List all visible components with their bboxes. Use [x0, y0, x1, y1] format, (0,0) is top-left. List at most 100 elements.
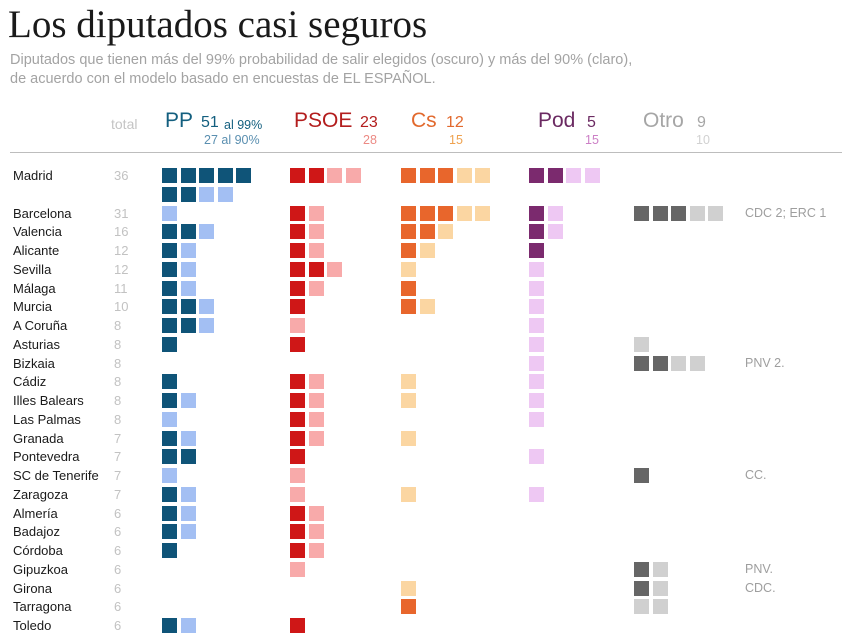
seat-square-otro-dark [634, 355, 649, 371]
seat-square-psoe-dark [290, 336, 305, 352]
province-total: 8 [114, 393, 122, 408]
province-total: 6 [114, 580, 122, 596]
seat-square-otro-light [652, 561, 668, 577]
seat-square-psoe-light [308, 411, 324, 427]
seat-square-pp-dark [236, 168, 251, 183]
seat-square-pod-light [529, 486, 544, 502]
seat-square-psoe-light [308, 505, 324, 521]
seat-square-pp-dark [180, 299, 196, 315]
seat-square-pp-dark [162, 261, 177, 277]
seat-square-psoe-dark [308, 168, 324, 183]
seat-square-psoe-dark [290, 411, 305, 427]
seat-square-pod-dark [529, 205, 544, 221]
seat-square-pp-dark [162, 186, 177, 202]
seat-square-psoe-light [308, 393, 324, 408]
seat-square-cs-light [401, 393, 416, 408]
province-name: Illes Balears [13, 393, 84, 408]
seat-square-pp-dark [162, 449, 177, 465]
seat-square-pod-light [529, 299, 544, 315]
seat-square-cs-dark [419, 224, 435, 240]
seat-square-psoe-light [345, 168, 361, 183]
seat-square-pp-dark [162, 336, 177, 352]
province-name: Zaragoza [13, 486, 68, 502]
province-name: Murcia [13, 299, 53, 315]
seat-square-pod-dark [529, 168, 544, 183]
seat-square-pp-dark [162, 524, 177, 540]
seat-square-pp-light [180, 524, 196, 540]
seat-square-otro-light [634, 599, 649, 615]
party-note: CDC 2; ERC 1 [745, 205, 827, 220]
seat-square-otro-dark [652, 355, 668, 371]
seat-square-psoe-light [308, 374, 324, 390]
seat-square-otro-light [634, 336, 649, 352]
seat-square-psoe-light [308, 524, 324, 540]
seat-square-psoe-light [290, 318, 305, 333]
party-note: CC. [745, 468, 767, 482]
party-name-otro: Otro [643, 109, 684, 132]
seat-square-pod-light [529, 318, 544, 333]
seat-square-pod-light [529, 393, 544, 408]
seat-square-pod-light [529, 336, 544, 352]
seat-square-pp-light [180, 393, 196, 408]
province-name: Almería [13, 505, 58, 521]
seat-square-otro-light [689, 355, 705, 371]
seat-square-pp-dark [180, 186, 196, 202]
page-title: Los diputados casi seguros [8, 3, 428, 46]
seat-square-cs-dark [438, 168, 453, 183]
pp-label-99: al 99% [224, 118, 263, 132]
seat-square-otro-light [652, 580, 668, 596]
seat-square-psoe-dark [290, 168, 305, 183]
seat-square-psoe-dark [290, 524, 305, 540]
seat-square-psoe-dark [290, 224, 305, 240]
seat-square-cs-light [475, 168, 490, 183]
seat-square-pod-light [529, 411, 544, 427]
seat-square-cs-light [438, 224, 453, 240]
seat-square-pp-light [162, 468, 177, 483]
seat-square-pp-dark [162, 299, 177, 315]
seat-square-otro-dark [634, 580, 649, 596]
seat-square-pod-dark [547, 168, 563, 183]
party-name-psoe: PSOE [294, 109, 353, 132]
seat-square-pp-light [180, 505, 196, 521]
header-divider [10, 152, 842, 153]
seat-square-psoe-light [290, 486, 305, 502]
seat-square-cs-light [419, 299, 435, 315]
party-total-99-cs: 12 [446, 114, 464, 131]
seat-square-pp-light [199, 186, 214, 202]
seat-square-cs-dark [419, 168, 435, 183]
seat-square-pp-light [217, 186, 233, 202]
seat-square-pp-dark [162, 505, 177, 521]
province-total: 6 [114, 599, 122, 615]
seat-square-pod-light [547, 224, 563, 240]
seat-square-otro-dark [634, 205, 649, 221]
seat-square-otro-dark [671, 205, 686, 221]
party-total-90-pod: 15 [585, 133, 599, 147]
seat-square-cs-light [401, 430, 416, 446]
party-total-90-otro: 10 [696, 133, 710, 147]
province-total: 8 [114, 355, 122, 371]
seat-square-psoe-dark [290, 299, 305, 315]
seat-square-psoe-dark [290, 374, 305, 390]
seat-square-cs-light [401, 374, 416, 390]
seat-square-pp-dark [217, 168, 233, 183]
party-total-99-otro: 9 [697, 114, 706, 131]
province-total: 8 [114, 318, 122, 333]
seat-square-pod-light [529, 449, 544, 465]
seat-square-pod-light [529, 374, 544, 390]
province-name: Granada [13, 430, 64, 446]
party-name-pod: Pod [538, 109, 576, 132]
party-total-99-pp: 51 [201, 114, 219, 131]
seat-square-pp-light [162, 205, 177, 221]
seat-square-pod-light [584, 168, 600, 183]
total-column-header: total [111, 116, 138, 132]
province-total: 8 [114, 374, 122, 390]
province-total: 12 [114, 261, 129, 277]
seat-square-pod-light [529, 355, 544, 371]
seat-square-pp-light [180, 280, 196, 296]
seat-square-psoe-light [290, 468, 305, 483]
seat-square-pp-dark [162, 318, 177, 333]
seat-square-psoe-dark [290, 205, 305, 221]
province-name: Girona [13, 580, 53, 596]
seat-square-pp-light [199, 299, 214, 315]
